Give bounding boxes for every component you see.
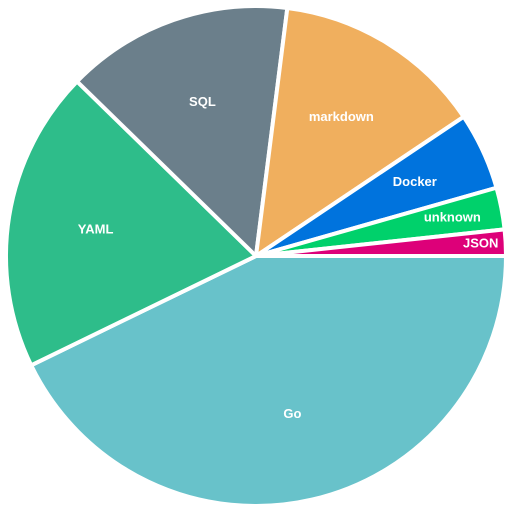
pie-label-yaml: YAML (78, 222, 114, 237)
pie-label-unknown: unknown (424, 209, 481, 224)
pie-slice-json (254, 227, 508, 258)
pie-label-docker: Docker (393, 174, 437, 189)
pie-slice-yaml (4, 79, 258, 368)
pie-label-go: Go (283, 406, 301, 421)
pie-slice-markdown (254, 5, 466, 258)
pie-label-sql: SQL (189, 94, 216, 109)
pie-label-json: JSON (463, 235, 498, 250)
pie-slice-sql (75, 4, 290, 258)
pie-slice-go (29, 254, 508, 508)
pie-label-markdown: markdown (309, 109, 374, 124)
